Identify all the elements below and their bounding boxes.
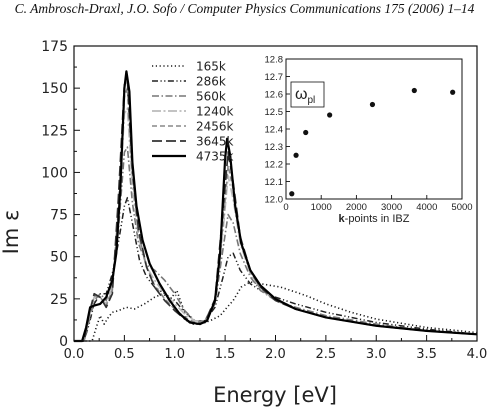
x-axis-label: Energy [eV] xyxy=(213,383,337,407)
inset-data-point xyxy=(327,112,333,118)
y-tick-label: 75 xyxy=(50,208,68,224)
inset-y-tick-label: 12.1 xyxy=(265,177,284,188)
inset-x-label-rest: -points in IBZ xyxy=(345,213,410,225)
inset-data-point xyxy=(303,129,309,136)
main-curves xyxy=(74,70,478,343)
y-tick-label: 150 xyxy=(41,81,68,97)
inset-data-point xyxy=(293,152,299,158)
y-tick-label: 50 xyxy=(50,250,68,266)
inset-y-tick-label: 12.6 xyxy=(265,90,284,101)
inset-y-ticks: 12.0 12.1 12.2 12.3 12.4 12.5 12.6 12.7 12.8 xyxy=(265,55,290,206)
x-tick-label: 0.0 xyxy=(64,347,85,362)
x-tick-label: 1.5 xyxy=(215,347,236,362)
x-tick-label: 3.5 xyxy=(416,347,437,362)
inset-x-tick-label: 0 xyxy=(283,202,288,213)
x-tick-label: 0.5 xyxy=(114,347,135,362)
x-tick-label: 3.0 xyxy=(366,347,387,362)
inset-y-tick-label: 12.8 xyxy=(265,55,284,66)
legend-label-165k: 165k xyxy=(196,60,226,74)
inset-y-tick-label: 12.5 xyxy=(265,107,284,118)
inset-y-tick-label: 12.4 xyxy=(265,125,284,136)
series-line-165k xyxy=(74,281,478,342)
inset-data-point xyxy=(369,101,376,108)
inset-chart: 0 1000 2000 3000 4000 5000 12.012.112.212.312… xyxy=(265,55,473,226)
inset-title-sub: pl xyxy=(308,95,316,106)
inset-x-tick-label: 4000 xyxy=(416,202,437,213)
inset-title: ωpl xyxy=(295,86,315,106)
legend-label-4735k: 4735k xyxy=(196,150,234,164)
main-y-ticks: 0 25 50 75 100 125 150 175 xyxy=(41,39,80,350)
legend-label-286k: 286k xyxy=(196,75,226,89)
inset-y-tick-label: 12.3 xyxy=(265,142,284,153)
inset-title-box xyxy=(290,81,325,108)
inset-x-tick-label: 3000 xyxy=(381,202,402,213)
main-x-ticks: 0.0 0.5 1.0 1.5 2.0 2.5 3.0 3.5 4.0 xyxy=(64,335,488,362)
x-tick-label: 1.0 xyxy=(164,347,185,362)
series-line-286k xyxy=(74,196,478,342)
x-tick-label: 4.0 xyxy=(467,347,488,362)
inset-x-axis-label: k-points in IBZ xyxy=(339,213,410,225)
inset-data-point xyxy=(450,89,456,95)
legend-label-3645k: 3645k xyxy=(196,135,234,149)
inset-data-point xyxy=(289,191,295,197)
inset-x-ticks: 0 1000 2000 3000 4000 5000 xyxy=(283,195,473,213)
inset-y-tick-label: 12.2 xyxy=(265,160,284,171)
legend-label-1240k: 1240k xyxy=(196,105,234,119)
y-tick-label: 175 xyxy=(41,39,68,55)
inset-data-point xyxy=(411,87,417,94)
inset-title-main: ω xyxy=(295,86,308,103)
inset-x-label-bold: k xyxy=(339,213,346,225)
y-tick-label: 125 xyxy=(41,123,68,139)
inset-y-tick-label: 12.0 xyxy=(265,195,284,206)
x-tick-label: 2.0 xyxy=(265,347,286,362)
inset-points xyxy=(289,87,456,197)
inset-y-tick-label: 12.7 xyxy=(265,72,284,83)
series-line-4735k xyxy=(74,70,478,343)
inset-x-tick-label: 1000 xyxy=(311,202,332,213)
main-chart: 0.0 0.5 1.0 1.5 2.0 2.5 3.0 3.5 4.0 0 25 50 75 100 12… xyxy=(0,39,487,407)
inset-x-tick-label: 2000 xyxy=(346,202,367,213)
y-tick-label: 25 xyxy=(50,292,68,308)
legend-label-560k: 560k xyxy=(196,90,226,104)
inset-background xyxy=(286,59,462,199)
series-line-1240k xyxy=(74,107,478,342)
legend-label-2456k: 2456k xyxy=(196,120,234,134)
inset-x-tick-label: 5000 xyxy=(451,202,472,213)
y-tick-label: 100 xyxy=(41,165,68,181)
x-tick-label: 2.5 xyxy=(316,347,337,362)
running-header: C. Ambrosch-Draxl, J.O. Sofo / Computer … xyxy=(14,1,475,16)
y-axis-label: Im ε xyxy=(0,210,23,255)
y-tick-label: 0 xyxy=(59,334,68,350)
